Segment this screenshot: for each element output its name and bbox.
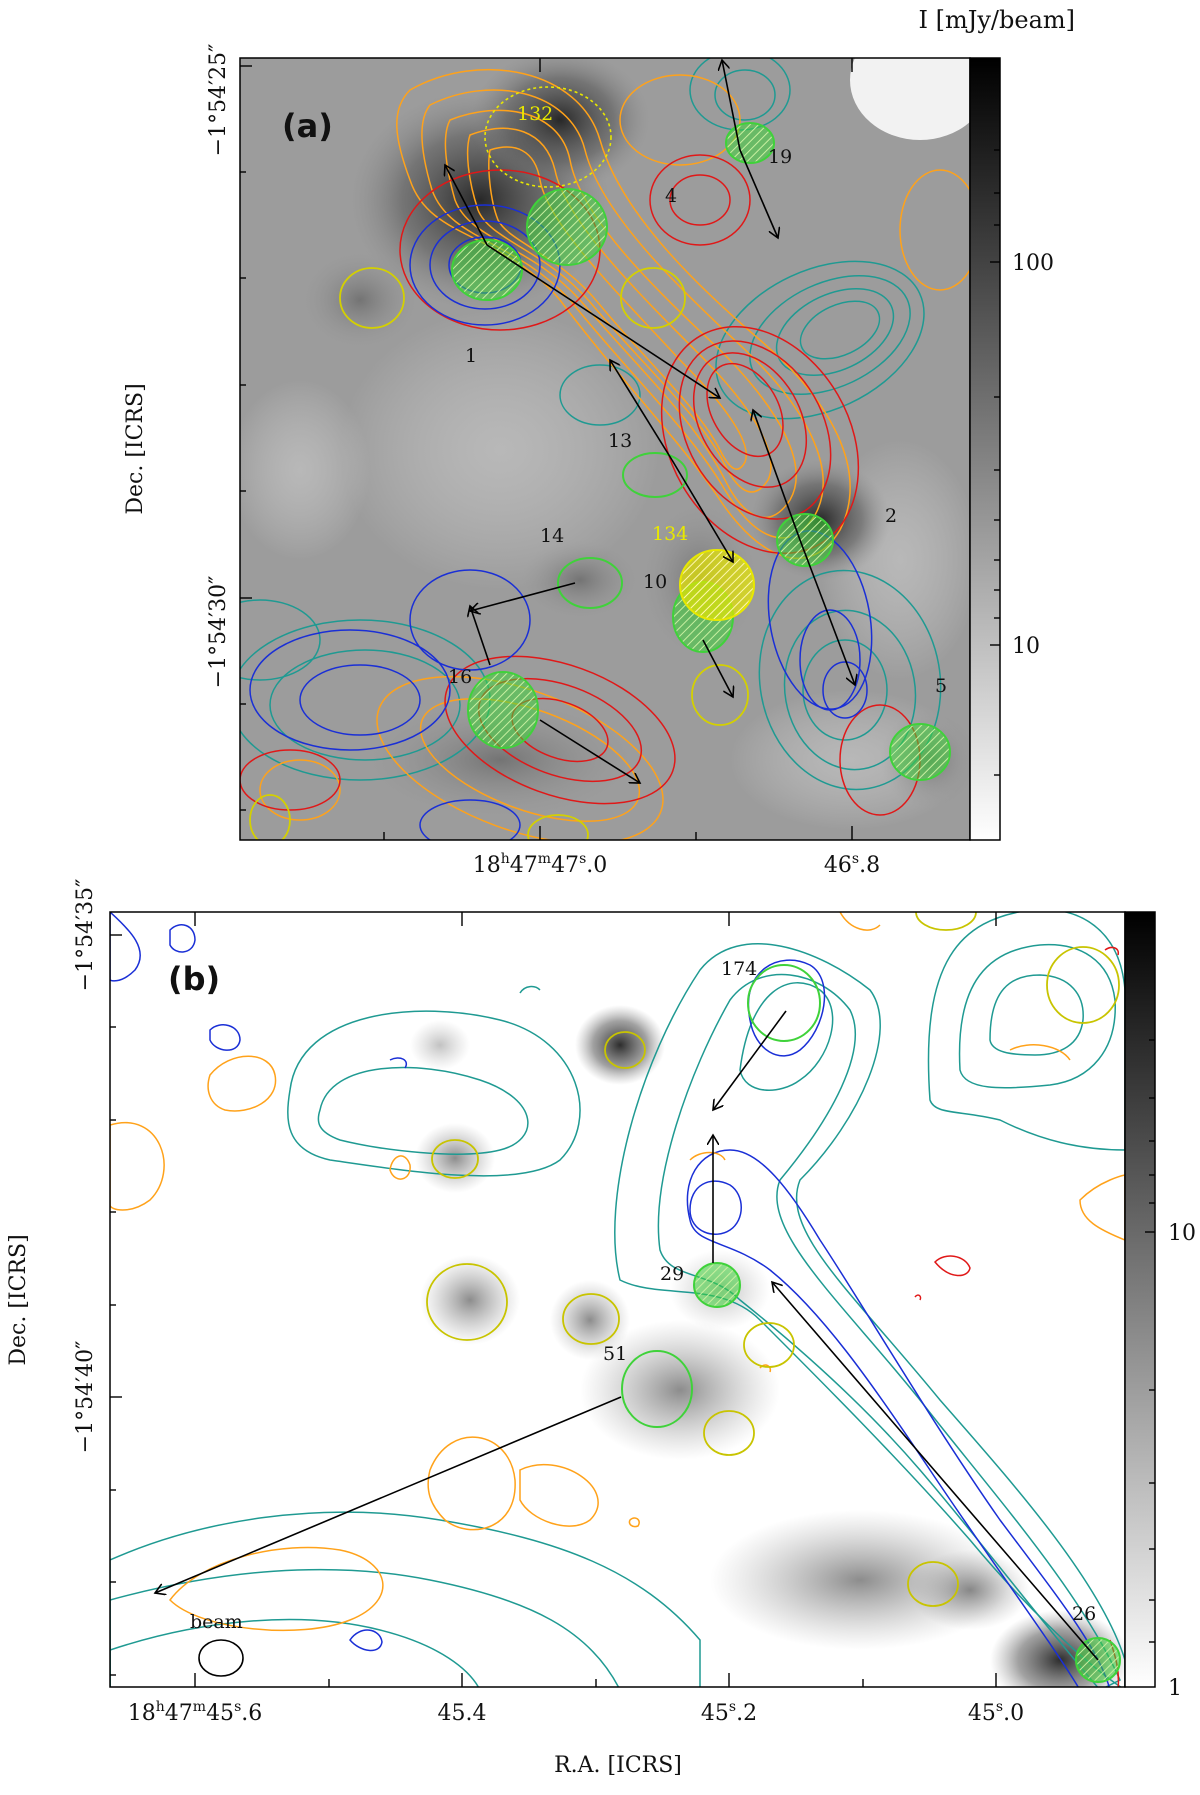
panel-b-colorbar-tick-10: 10 [1168, 1221, 1196, 1246]
panel-b-colorbar-tick-1: 1 [1168, 1676, 1182, 1701]
panel-b-colorbar [1124, 911, 1156, 1688]
panel-b-ra-tick-45-0: 45s.0 [968, 1699, 1024, 1726]
arrow-174 [713, 1010, 787, 1110]
blue-contours [249, 204, 873, 840]
teal-contours [240, 58, 942, 791]
source-label-14: 14 [540, 525, 564, 547]
panel-b-arrows [155, 1010, 1099, 1661]
panel-b: 10 1 −1°54′35″ −1°54′40″ 18h47m45s.6 45.… [6, 879, 1196, 1778]
arrow-19-south [739, 149, 778, 238]
panel-a-dec-tick-30: −1°54′30″ [206, 576, 231, 689]
panel-a-dec-tick-25: −1°54′25″ [206, 44, 231, 157]
arrow-10 [702, 639, 733, 697]
panel-a-ra-tick-46-8: 46s.8 [824, 851, 880, 878]
panel-b-axis-ticks [110, 912, 997, 1687]
arrow-13-south [671, 459, 733, 562]
panel-b-dec-tick-35: −1°54′35″ [73, 879, 98, 992]
panel-a-colorbar-ticks [990, 149, 1000, 776]
source-label-5: 5 [935, 675, 947, 697]
panel-a-axis-ticks [240, 58, 853, 840]
panel-b-ra-tick-45-4: 45.4 [438, 1701, 487, 1726]
source-label-13: 13 [608, 430, 632, 452]
panel-b-ra-tick-45-2: 45s.2 [701, 1699, 757, 1726]
panel-b-colorbar-ticks [1145, 1039, 1155, 1643]
source-label-51: 51 [603, 1343, 627, 1365]
arrow-1-south [486, 244, 720, 398]
source-label-2: 2 [885, 505, 897, 527]
source-label-134: 134 [652, 523, 688, 545]
source-132-marker [484, 86, 612, 188]
source-label-10: 10 [643, 571, 667, 593]
source-label-19: 19 [768, 146, 792, 168]
source-label-4: 4 [665, 185, 677, 207]
panel-a: 100 10 I [mJy/beam] −1°54′25″ −1°54′30″ … [123, 6, 1075, 878]
source-label-29: 29 [660, 1263, 684, 1285]
panel-a-colorbar [969, 57, 1001, 841]
arrow-2-south [799, 539, 855, 685]
beam-label: beam [190, 1611, 243, 1633]
panel-b-dec-tick-40: −1°54′40″ [73, 1341, 98, 1454]
panel-b-xlabel: R.A. [ICRS] [554, 1753, 682, 1778]
arrow-19-north [722, 60, 741, 151]
panel-a-colorbar-tick-100: 100 [1012, 251, 1054, 276]
source-label-26: 26 [1072, 1603, 1096, 1625]
panel-a-colorbar-tick-10: 10 [1012, 634, 1040, 659]
colorbar-title: I [mJy/beam] [919, 6, 1076, 34]
panel-a-ylabel: Dec. [ICRS] [123, 383, 148, 514]
source-label-1: 1 [465, 345, 477, 367]
panel-b-yellow-markers [426, 912, 1120, 1607]
arrow-51 [155, 1396, 622, 1593]
panel-a-image [240, 58, 970, 840]
panel-b-ylabel: Dec. [ICRS] [6, 1234, 31, 1365]
yellow-markers [249, 267, 749, 840]
source-134-marker [679, 549, 755, 621]
arrow-1-north [445, 165, 488, 246]
arrow-14 [470, 582, 576, 611]
panel-b-image [110, 912, 1125, 1687]
panel-a-label: (a) [282, 107, 333, 145]
panel-a-ra-tick-47: 18h47m47s.0 [473, 851, 608, 878]
arrow-16-north [470, 606, 491, 666]
source-label-174: 174 [721, 958, 757, 980]
arrow-2-north [753, 410, 801, 541]
arrow-13-north [610, 360, 673, 461]
arrow-26 [772, 1282, 1099, 1661]
arrow-16-south [539, 719, 640, 783]
panel-b-ra-tick-45-6: 18h47m45s.6 [128, 1699, 263, 1726]
source-label-132: 132 [517, 103, 553, 125]
panel-b-label: (b) [168, 960, 220, 998]
panel-a-arrows [445, 60, 855, 783]
beam-ellipse [198, 1639, 244, 1677]
source-label-16: 16 [448, 666, 472, 688]
